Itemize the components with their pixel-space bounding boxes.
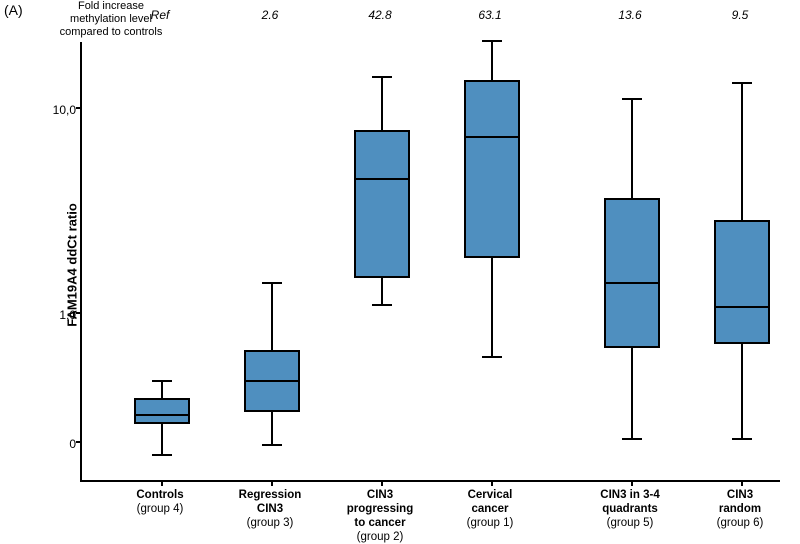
whisker-cap-low xyxy=(482,356,502,358)
box-rect xyxy=(464,80,520,258)
x-category-label: RegressionCIN3(group 3) xyxy=(215,488,325,530)
y-tick-label: 10,0 xyxy=(46,103,76,117)
median-line xyxy=(244,380,300,382)
median-line xyxy=(714,306,770,308)
fold-value: 63.1 xyxy=(460,8,520,22)
x-category-label: Cervicalcancer(group 1) xyxy=(435,488,545,530)
fold-value: 13.6 xyxy=(600,8,660,22)
box-group xyxy=(714,38,770,478)
whisker-cap-low xyxy=(152,454,172,456)
fold-value: 9.5 xyxy=(710,8,770,22)
median-line xyxy=(134,414,190,416)
panel-label: (A) xyxy=(4,2,23,18)
y-tick xyxy=(76,312,82,314)
x-tick xyxy=(741,480,743,486)
box-group xyxy=(244,38,300,478)
box-rect xyxy=(604,198,660,348)
box-rect xyxy=(714,220,770,344)
x-tick xyxy=(631,480,633,486)
whisker-cap-low xyxy=(372,304,392,306)
box-rect xyxy=(354,130,410,278)
box-group xyxy=(464,38,520,478)
x-tick xyxy=(161,480,163,486)
whisker-cap-high xyxy=(262,282,282,284)
x-category-label: Controls(group 4) xyxy=(105,488,215,516)
boxplot-chart: 01,010,0 xyxy=(80,42,780,482)
box-group xyxy=(354,38,410,478)
whisker-cap-high xyxy=(732,82,752,84)
x-tick xyxy=(491,480,493,486)
box-group xyxy=(134,38,190,478)
whisker-cap-low xyxy=(732,438,752,440)
whisker-cap-high xyxy=(152,380,172,382)
whisker-cap-high xyxy=(372,76,392,78)
x-category-label: CIN3random(group 6) xyxy=(685,488,795,530)
y-tick-label: 0 xyxy=(46,437,76,451)
y-tick-label: 1,0 xyxy=(46,308,76,322)
y-tick xyxy=(76,107,82,109)
y-tick xyxy=(76,441,82,443)
plot-area: 01,010,0 xyxy=(80,42,780,482)
x-category-label: CIN3 in 3-4quadrants(group 5) xyxy=(575,488,685,530)
median-line xyxy=(604,282,660,284)
x-tick xyxy=(381,480,383,486)
x-category-label: CIN3progressingto cancer(group 2) xyxy=(325,488,435,544)
whisker-cap-high xyxy=(622,98,642,100)
fold-caption-line: compared to controls xyxy=(60,26,163,38)
whisker-cap-low xyxy=(262,444,282,446)
whisker-cap-high xyxy=(482,40,502,42)
box-group xyxy=(604,38,660,478)
box-rect xyxy=(134,398,190,424)
fold-value: 42.8 xyxy=(350,8,410,22)
fold-value: Ref xyxy=(130,8,190,22)
x-tick xyxy=(271,480,273,486)
whisker-cap-low xyxy=(622,438,642,440)
median-line xyxy=(354,178,410,180)
median-line xyxy=(464,136,520,138)
fold-value: 2.6 xyxy=(240,8,300,22)
